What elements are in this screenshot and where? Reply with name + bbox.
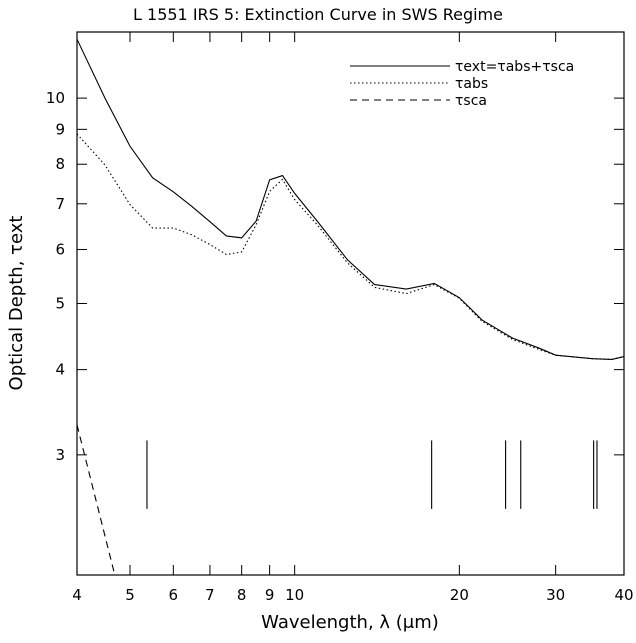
x-tick-label: 8 xyxy=(237,586,247,604)
x-tick-label: 6 xyxy=(169,586,179,604)
y-tick-label: 3 xyxy=(55,446,65,464)
data-line xyxy=(76,38,625,360)
x-tick-label: 10 xyxy=(285,586,304,604)
plot-frame xyxy=(76,31,625,576)
chart-title: L 1551 IRS 5: Extinction Curve in SWS Re… xyxy=(133,5,503,24)
x-tick-label: 7 xyxy=(205,586,215,604)
legend-label: τext=τabs+τsca xyxy=(455,59,574,75)
y-tick-label: 7 xyxy=(55,195,65,213)
data-line xyxy=(76,133,625,360)
x-axis-label: Wavelength, λ (μm) xyxy=(261,612,439,633)
x-tick-label: 9 xyxy=(265,586,275,604)
legend-label: τabs xyxy=(455,76,488,92)
y-axis-label: Optical Depth, τext xyxy=(6,216,27,391)
x-tick-label: 4 xyxy=(72,586,82,604)
y-tick-label: 8 xyxy=(55,155,65,173)
y-tick-label: 5 xyxy=(55,295,65,313)
x-tick-label: 40 xyxy=(614,586,633,604)
data-line xyxy=(76,424,116,576)
x-tick-label: 30 xyxy=(546,586,565,604)
legend-label: τsca xyxy=(455,93,487,109)
y-tick-label: 4 xyxy=(55,361,65,379)
y-tick-label: 10 xyxy=(46,89,65,107)
y-tick-label: 6 xyxy=(55,240,65,258)
x-tick-label: 5 xyxy=(125,586,135,604)
y-tick-label: 9 xyxy=(55,120,65,138)
x-tick-label: 20 xyxy=(450,586,469,604)
